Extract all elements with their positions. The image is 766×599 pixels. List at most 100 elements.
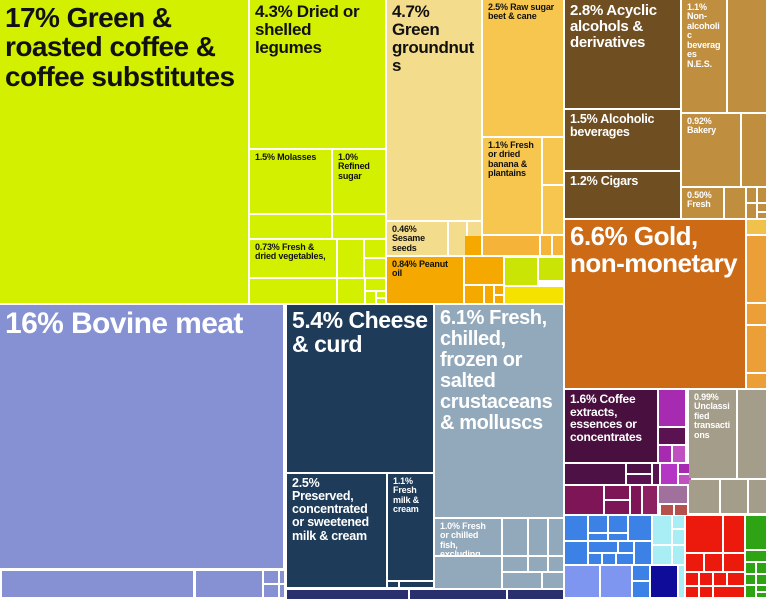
treemap-cell[interactable] xyxy=(483,236,539,255)
treemap-cell[interactable] xyxy=(619,542,633,552)
treemap-cell[interactable] xyxy=(589,542,617,552)
treemap-cell[interactable] xyxy=(757,563,766,573)
treemap-cell[interactable] xyxy=(659,428,685,444)
treemap-cell[interactable] xyxy=(589,534,607,540)
treemap-cell[interactable] xyxy=(627,475,651,484)
treemap-cell[interactable] xyxy=(757,575,766,584)
treemap-cell[interactable] xyxy=(747,204,756,218)
tile-cigars[interactable]: 1.2% Cigars xyxy=(565,172,680,218)
tile-raw-sugar-beet-cane[interactable]: 2.5% Raw sugar beet & cane xyxy=(483,0,563,136)
tile-non-alcoholic-beverages[interactable]: 1.1% Non-alcoholic beverages N.E.S. xyxy=(682,0,726,112)
treemap-cell[interactable] xyxy=(724,516,744,552)
treemap-cell[interactable] xyxy=(377,299,385,303)
treemap-cell[interactable] xyxy=(679,566,684,597)
tile-bakery[interactable]: 0.92% Bakery xyxy=(682,114,740,186)
treemap-cell[interactable] xyxy=(659,390,685,426)
treemap-cell[interactable] xyxy=(605,501,629,514)
treemap-cell[interactable] xyxy=(503,573,541,588)
treemap-cell[interactable] xyxy=(627,464,651,473)
treemap-cell[interactable] xyxy=(609,534,627,540)
treemap-cell[interactable] xyxy=(495,296,503,303)
tile-banana-plantains[interactable]: 1.1% Fresh or dried banana & plantains xyxy=(483,138,541,234)
treemap-cell[interactable] xyxy=(686,573,698,585)
treemap-cell[interactable] xyxy=(495,286,503,294)
treemap-cell[interactable] xyxy=(541,236,551,255)
treemap-cell[interactable] xyxy=(679,464,691,473)
tile-acyclic-alcohols[interactable]: 2.8% Acyclic alcohols & derivatives xyxy=(565,0,680,108)
treemap-cell[interactable] xyxy=(635,542,651,564)
treemap-cell[interactable] xyxy=(539,258,563,280)
treemap-cell[interactable] xyxy=(565,566,599,597)
treemap-cell[interactable] xyxy=(264,585,278,597)
treemap-cell[interactable] xyxy=(505,287,563,303)
treemap-cell[interactable] xyxy=(333,215,385,238)
treemap-cell[interactable] xyxy=(659,486,687,503)
treemap-cell[interactable] xyxy=(673,446,685,462)
treemap-cell[interactable] xyxy=(366,279,385,290)
tile-unclassified-transactions[interactable]: 0.99% Unclassified transactions xyxy=(689,390,736,478)
treemap-cell[interactable] xyxy=(758,188,766,202)
treemap-cell[interactable] xyxy=(605,486,629,499)
treemap-cell[interactable] xyxy=(757,586,766,591)
treemap-cell[interactable] xyxy=(280,571,284,583)
treemap-cell[interactable] xyxy=(659,446,671,462)
treemap-cell[interactable] xyxy=(609,516,627,532)
treemap-cell[interactable] xyxy=(728,0,766,112)
treemap-cell[interactable] xyxy=(747,220,766,234)
treemap-cell[interactable] xyxy=(196,571,262,597)
treemap-cell[interactable] xyxy=(700,573,712,585)
tile-dried-shelled-legumes[interactable]: 4.3% Dried or shelled legumes xyxy=(250,0,385,148)
treemap-cell[interactable] xyxy=(738,390,766,478)
treemap-cell[interactable] xyxy=(705,554,722,571)
treemap-cell[interactable] xyxy=(629,516,651,540)
treemap-cell[interactable] xyxy=(673,546,684,564)
treemap-cell[interactable] xyxy=(686,516,722,552)
treemap-cell[interactable] xyxy=(747,188,756,202)
treemap-cell[interactable] xyxy=(651,566,677,597)
treemap-cell[interactable] xyxy=(758,204,766,211)
treemap-cell[interactable] xyxy=(617,554,633,564)
treemap-cell[interactable] xyxy=(686,554,703,571)
treemap-cell[interactable] xyxy=(589,516,607,532)
treemap-cell[interactable] xyxy=(725,188,745,218)
treemap-cell[interactable] xyxy=(565,464,625,484)
treemap-cell[interactable] xyxy=(643,486,657,514)
treemap-cell[interactable] xyxy=(549,557,563,571)
treemap-cell[interactable] xyxy=(549,519,563,555)
tile-cheese-curd[interactable]: 5.4% Cheese & curd xyxy=(287,305,433,472)
treemap-cell[interactable] xyxy=(673,530,684,544)
treemap-cell[interactable] xyxy=(565,542,587,564)
treemap-cell[interactable] xyxy=(758,213,766,218)
treemap-cell[interactable] xyxy=(633,582,649,597)
treemap-cell[interactable] xyxy=(503,519,527,555)
treemap-cell[interactable] xyxy=(603,554,615,564)
treemap-cell[interactable] xyxy=(746,586,755,597)
treemap-cell[interactable] xyxy=(747,304,766,324)
tile-green-groundnuts[interactable]: 4.7% Green groundnuts xyxy=(387,0,481,220)
treemap-cell[interactable] xyxy=(365,240,385,257)
treemap-cell[interactable] xyxy=(673,516,684,528)
tile-fresh-chilled-fish[interactable]: 1.0% Fresh or chilled fish, excluding fi… xyxy=(435,519,501,568)
treemap-cell[interactable] xyxy=(400,582,433,587)
tile-refined-sugar[interactable]: 1.0% Refined sugar xyxy=(333,150,385,213)
tile-fresh-bakery-group[interactable]: 0.50% Fresh xyxy=(682,188,723,218)
tile-sesame-seeds[interactable]: 0.46% Sesame seeds xyxy=(387,222,447,255)
treemap-cell[interactable] xyxy=(553,236,563,255)
treemap-cell[interactable] xyxy=(589,554,601,564)
treemap-cell[interactable] xyxy=(280,585,284,597)
treemap-cell[interactable] xyxy=(410,590,506,599)
treemap-cell[interactable] xyxy=(653,464,659,484)
treemap-cell[interactable] xyxy=(747,326,766,372)
treemap-cell[interactable] xyxy=(250,215,331,238)
tile-green-roasted-coffee[interactable]: 17% Green & roasted coffee & coffee subs… xyxy=(0,0,248,303)
treemap-cell[interactable] xyxy=(661,464,677,484)
treemap-cell[interactable] xyxy=(503,557,527,571)
treemap-cell[interactable] xyxy=(714,587,744,597)
treemap-cell[interactable] xyxy=(747,374,766,388)
treemap-cell[interactable] xyxy=(749,480,766,513)
tile-coffee-extracts[interactable]: 1.6% Coffee extracts, essences or concen… xyxy=(565,390,657,462)
treemap-cell[interactable] xyxy=(661,505,673,515)
treemap-cell[interactable] xyxy=(449,222,466,255)
treemap-cell[interactable] xyxy=(728,573,744,585)
treemap-cell[interactable] xyxy=(529,557,547,571)
